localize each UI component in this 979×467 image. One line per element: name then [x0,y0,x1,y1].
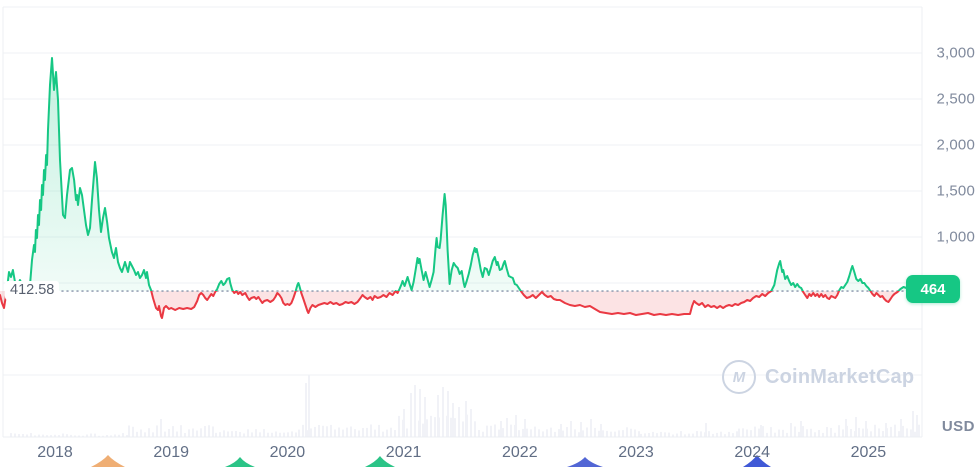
watermark: M CoinMarketCap [722,360,914,394]
current-price-badge: 464 [906,275,960,303]
minimap-peak[interactable] [365,456,395,467]
y-axis-label: 1,500 [936,182,975,200]
x-axis-year-label: 2023 [618,444,654,461]
timeline-minimap[interactable] [91,455,771,467]
y-axis-label: 2,500 [936,90,975,108]
minimap-peak[interactable] [225,457,255,467]
x-axis-year-label: 2021 [385,444,422,461]
y-axis-label: 3,000 [936,44,975,62]
price-line-up [5,57,924,292]
watermark-text: CoinMarketCap [765,365,915,388]
x-axis-year-label: 2024 [734,444,770,461]
baseline-price-label: 412.58 [5,281,60,300]
x-axis-year-label: 2018 [37,444,73,461]
x-axis-year-label: 2022 [502,444,538,461]
price-area-down [0,291,923,318]
x-axis-year-label: 2020 [269,444,306,461]
price-area-up [6,58,923,292]
x-axis-year-label: 2019 [153,444,189,461]
minimap-peak[interactable] [743,455,771,467]
x-axis-year-label: 2025 [850,444,887,461]
minimap-peak[interactable] [567,457,603,467]
minimap-peak[interactable] [91,455,125,467]
y-axis-label: 1,000 [936,228,975,246]
coinmarketcap-logo-icon: M [722,360,756,394]
y-axis-unit-label: USD [941,418,975,435]
volume-bars [10,375,920,437]
y-axis-label: 2,000 [936,136,975,154]
